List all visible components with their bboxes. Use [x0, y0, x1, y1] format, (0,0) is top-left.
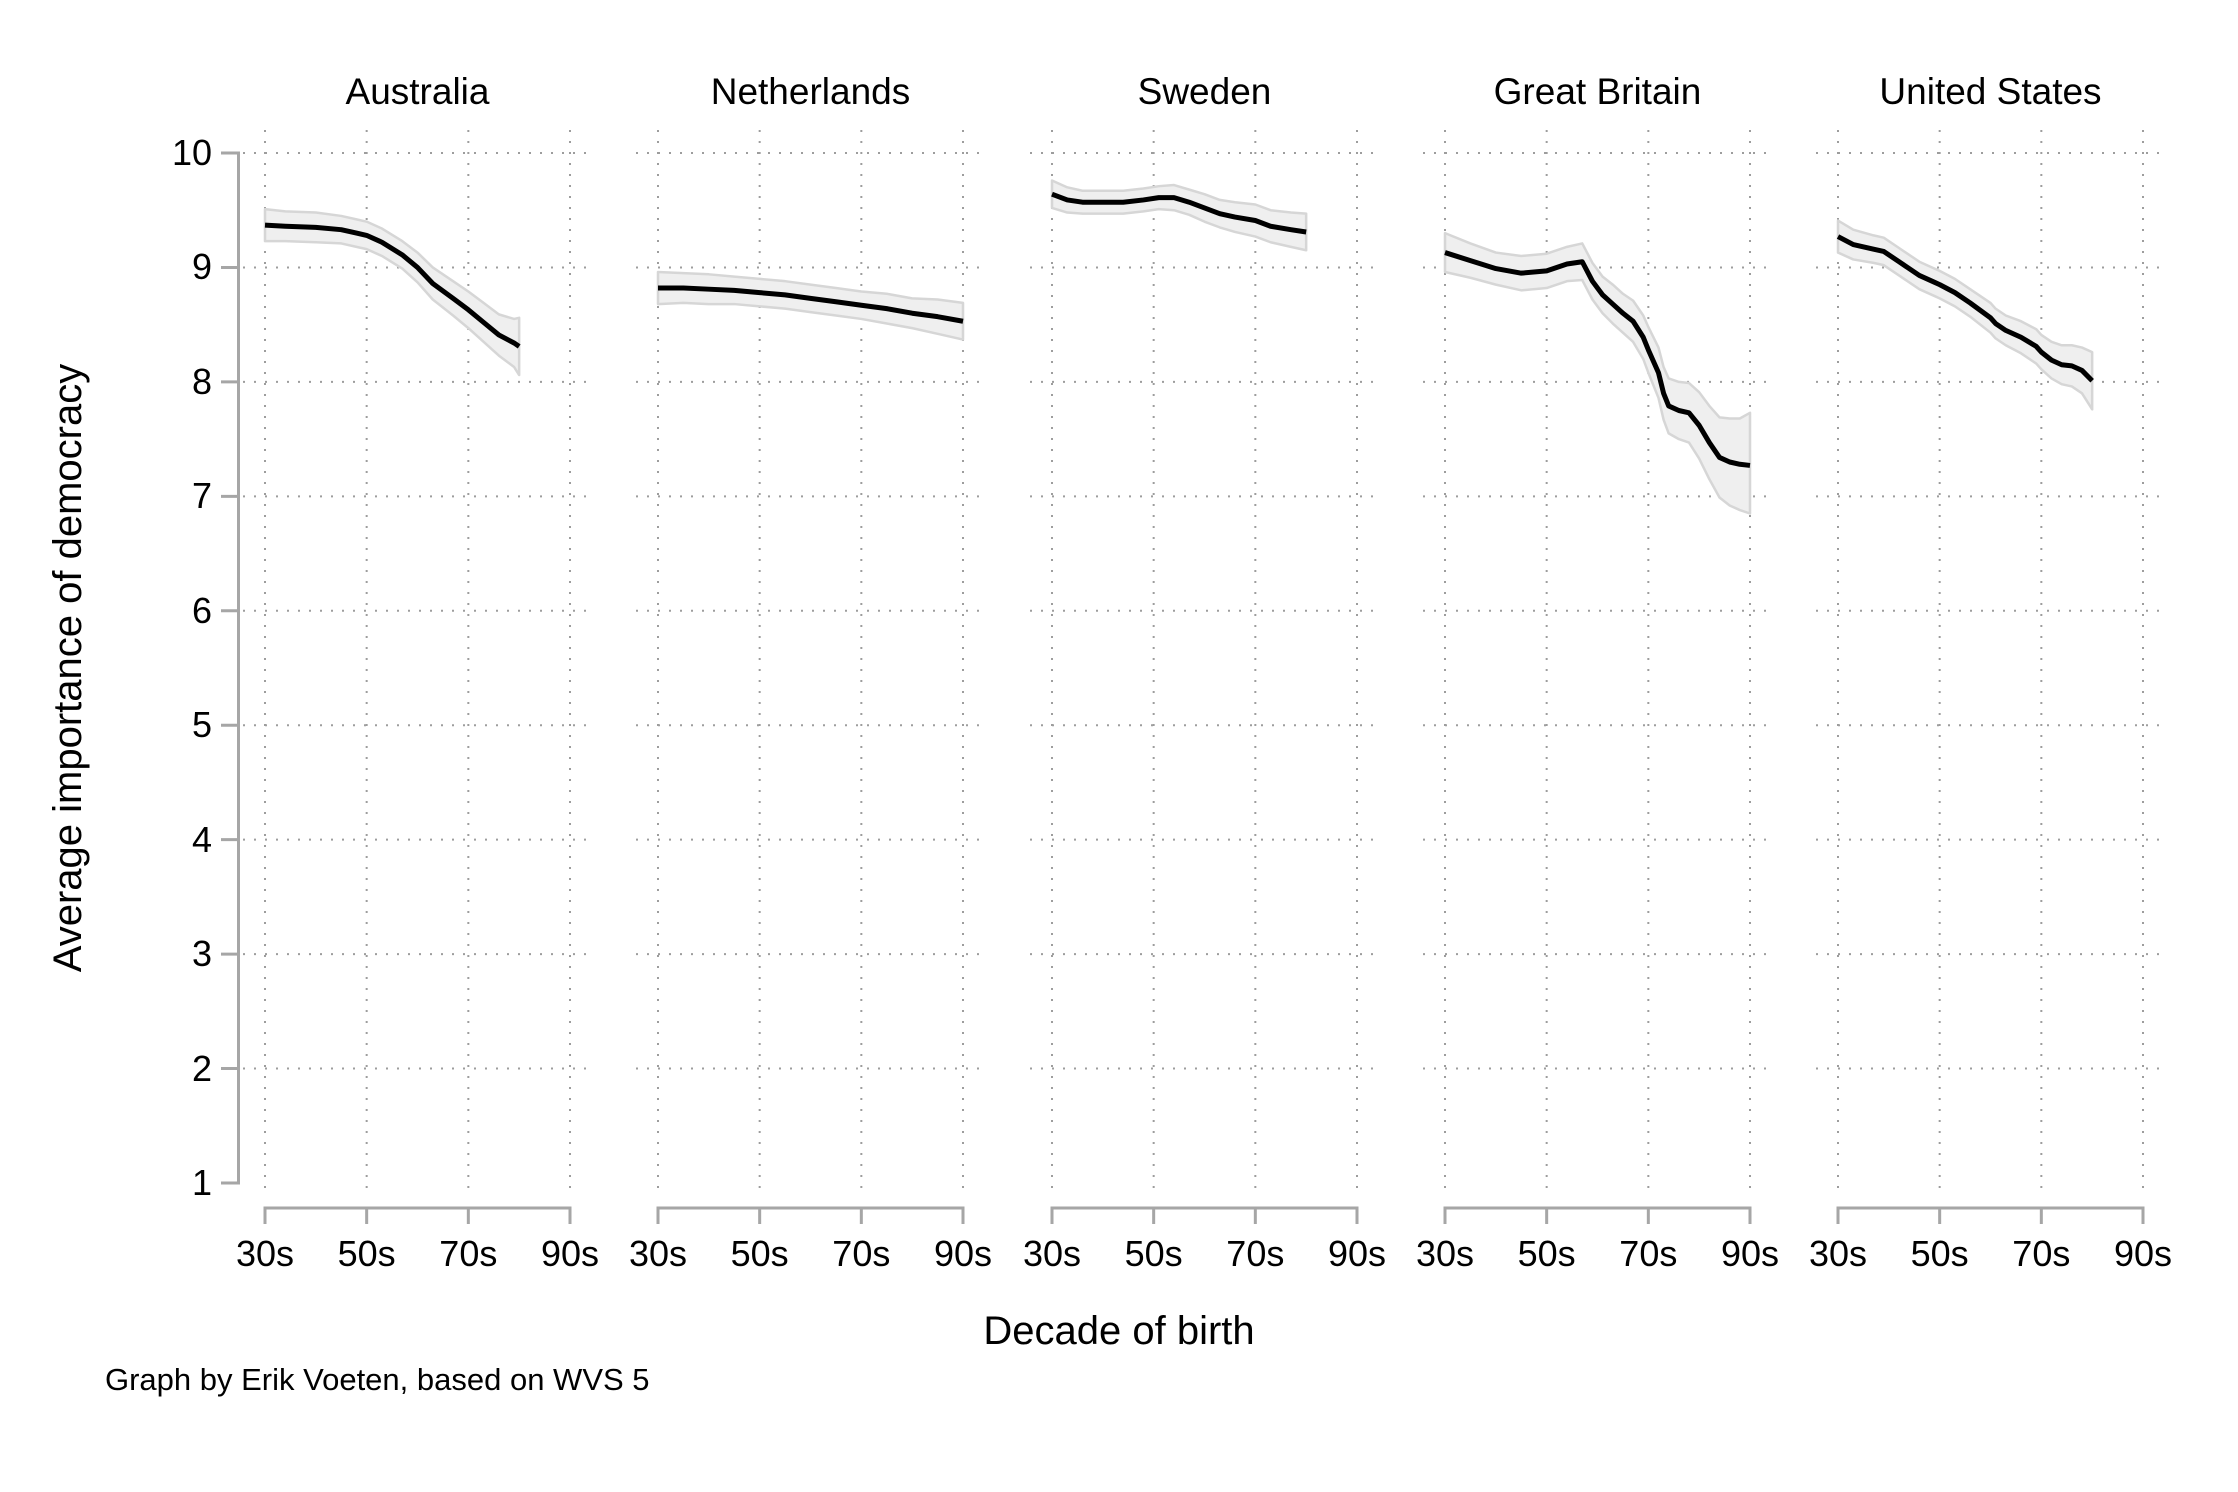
x-axis-title: Decade of birth	[983, 1309, 1255, 1353]
y-tick-label-4: 4	[191, 818, 212, 860]
y-axis-svg	[221, 151, 240, 1185]
y-tick-label-2: 2	[191, 1047, 212, 1089]
x-tick-label-30s: 30s	[1808, 1233, 1868, 1274]
x-tick-label-30s: 30s	[235, 1233, 295, 1274]
confidence-band	[1836, 219, 2094, 411]
mean-line	[1444, 250, 1751, 468]
x-tick-label-90s: 90s	[1327, 1233, 1387, 1274]
x-tick-label-70s: 70s	[1226, 1233, 1285, 1274]
panel-title-sweden: Sweden	[1137, 71, 1272, 112]
x-tick-label-70s: 70s	[1619, 1233, 1678, 1274]
x-tick-label-30s: 30s	[628, 1233, 688, 1274]
x-tick-label-50s: 50s	[1910, 1233, 1969, 1274]
x-tick-label-30s: 30s	[1415, 1233, 1475, 1274]
x-tick-label-70s: 70s	[832, 1233, 891, 1274]
panel-plot-netherlands	[636, 130, 985, 1224]
y-tick-label-1: 1	[191, 1161, 212, 1203]
y-tick-label-10: 10	[171, 132, 212, 173]
y-tick-label-7: 7	[191, 475, 212, 517]
y-tick-label-8: 8	[191, 360, 212, 402]
mean-line	[1051, 191, 1307, 235]
panel-plot-great-britain	[1423, 130, 1772, 1224]
panel-title-great-britain: Great Britain	[1493, 71, 1702, 112]
y-tick-label-6: 6	[191, 589, 212, 631]
panel-plot-united-states	[1816, 130, 2165, 1224]
x-tick-label-50s: 50s	[337, 1233, 396, 1274]
mean-line	[1836, 234, 2094, 383]
x-tick-label-90s: 90s	[933, 1233, 993, 1274]
confidence-band	[263, 207, 521, 377]
x-tick-label-50s: 50s	[730, 1233, 789, 1274]
x-tick-label-70s: 70s	[2012, 1233, 2071, 1274]
figure-caption: Graph by Erik Voeten, based on WVS 5	[105, 1362, 650, 1397]
confidence-band	[656, 270, 965, 341]
panel-title-australia: Australia	[345, 71, 490, 112]
y-axis-title: Average importance of democracy	[46, 363, 90, 973]
mean-line	[658, 285, 964, 324]
y-tick-label-5: 5	[191, 704, 212, 746]
confidence-band	[1443, 231, 1752, 515]
mean-line	[264, 222, 521, 349]
panel-plot-sweden	[1030, 130, 1379, 1224]
y-tick-label-9: 9	[191, 246, 212, 288]
x-tick-label-50s: 50s	[1517, 1233, 1576, 1274]
panel-title-netherlands: Netherlands	[710, 71, 911, 112]
x-tick-label-70s: 70s	[439, 1233, 498, 1274]
x-tick-label-50s: 50s	[1124, 1233, 1183, 1274]
x-tick-label-90s: 90s	[2113, 1233, 2173, 1274]
x-tick-label-90s: 90s	[1720, 1233, 1780, 1274]
x-tick-label-90s: 90s	[540, 1233, 600, 1274]
panel-title-united-states: United States	[1879, 71, 2102, 112]
x-tick-label-30s: 30s	[1022, 1233, 1082, 1274]
confidence-band	[1050, 179, 1308, 252]
y-tick-label-3: 3	[191, 933, 212, 975]
panel-plot-australia	[243, 130, 592, 1224]
